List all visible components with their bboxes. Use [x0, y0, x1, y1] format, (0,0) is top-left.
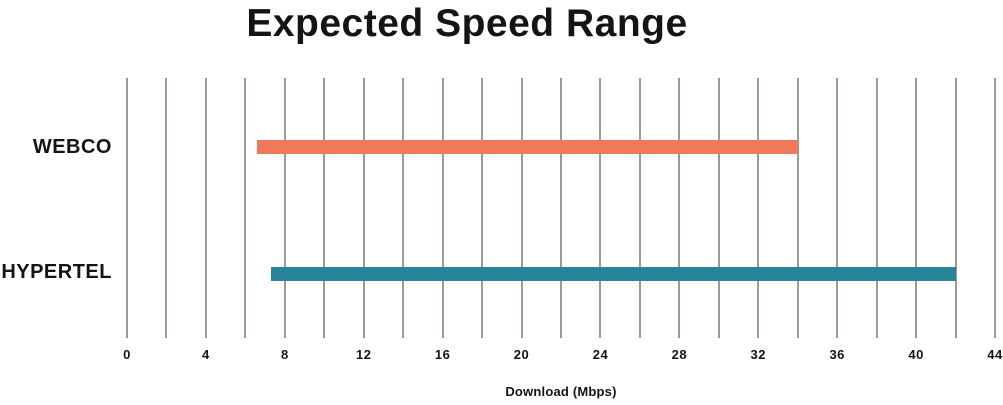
gridline-40 [915, 78, 918, 338]
x-tick-label-24: 24 [592, 347, 609, 362]
gridline-42 [954, 78, 957, 338]
gridline-0 [126, 78, 128, 338]
x-tick-label-4: 4 [202, 347, 210, 362]
x-tick-label-40: 40 [908, 347, 924, 362]
gridline-44 [994, 78, 996, 338]
category-label-webco: WEBCO [32, 136, 112, 158]
x-axis-ticks: 0 4 8 12 16 20 24 28 32 36 40 44 [123, 347, 1002, 365]
gridline-32 [757, 78, 760, 338]
gridline-16 [441, 78, 444, 338]
gridline-36 [836, 78, 839, 338]
gridline-26 [638, 78, 641, 338]
x-tick-label-8: 8 [280, 347, 289, 362]
gridline-22 [560, 78, 562, 338]
x-tick-label-12: 12 [355, 347, 372, 362]
gridline-2 [165, 78, 168, 338]
x-tick-label-16: 16 [434, 347, 451, 362]
x-tick-label-44: 44 [987, 347, 1003, 362]
gridline-38 [875, 78, 878, 338]
gridline-12 [362, 78, 365, 338]
range-bar-webco [257, 140, 798, 154]
gridline-14 [402, 78, 405, 338]
x-tick-label-36: 36 [829, 347, 845, 362]
gridline-20 [520, 78, 523, 338]
plot-area [126, 78, 996, 338]
category-label-hypertel: HYPERTEL [1, 261, 112, 283]
gridline-4 [204, 78, 207, 338]
x-tick-label-28: 28 [671, 347, 688, 362]
gridline-8 [283, 78, 286, 338]
x-axis-title: Download (Mbps) [505, 384, 617, 399]
range-bar-hypertel [271, 267, 956, 281]
gridline-30 [717, 78, 720, 338]
gridline-6 [244, 78, 247, 338]
x-tick-label-32: 32 [750, 347, 766, 362]
x-tick-label-20: 20 [513, 347, 530, 362]
gridline-10 [323, 78, 326, 338]
gridline-18 [481, 78, 484, 338]
gridline-28 [678, 78, 681, 338]
chart-title: Expected Speed Range [246, 2, 688, 45]
gridline-24 [599, 78, 602, 338]
x-tick-label-0: 0 [123, 347, 131, 362]
gridline-34 [796, 78, 799, 338]
